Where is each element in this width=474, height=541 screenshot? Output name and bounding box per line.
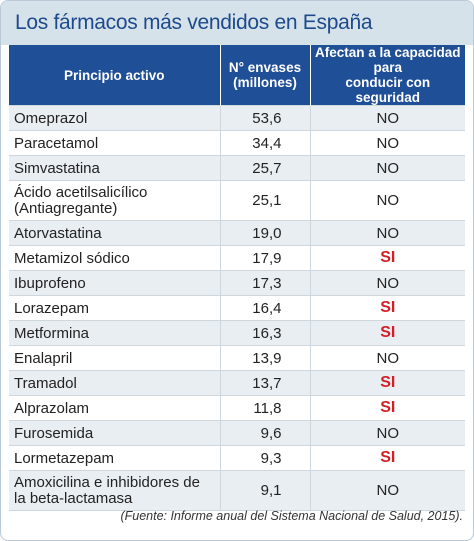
table-row: Ácido acetilsalicílico (Antiagregante) 25… bbox=[9, 180, 465, 221]
table-row: Simvastatina 25,7 NO bbox=[9, 155, 465, 181]
units-header-line2: (millones) bbox=[233, 75, 297, 90]
units-cell: 17,9 bbox=[219, 245, 310, 271]
column-header-drug: Principio activo bbox=[9, 45, 220, 106]
units-cell: 19,0 bbox=[219, 220, 310, 246]
driving-effect-cell: NO bbox=[309, 345, 465, 371]
page-title: Los fármacos más vendidos en España bbox=[1, 1, 473, 45]
units-cell: 34,4 bbox=[219, 130, 310, 156]
units-cell: 17,3 bbox=[219, 270, 310, 296]
units-cell: 9,1 bbox=[219, 470, 310, 511]
drug-name-cell: Tramadol bbox=[9, 370, 220, 396]
table-row: Atorvastatina 19,0 NO bbox=[9, 220, 465, 246]
drug-name-cell: Ácido acetilsalicílico (Antiagregante) bbox=[9, 180, 220, 221]
table-row: Alprazolam 11,8 SI bbox=[9, 395, 465, 421]
table-row: Ibuprofeno 17,3 NO bbox=[9, 270, 465, 296]
drug-name-cell: Furosemida bbox=[9, 420, 220, 446]
table-row: Metformina 16,3 SI bbox=[9, 320, 465, 346]
table-row: Lorazepam 16,4 SI bbox=[9, 295, 465, 321]
units-cell: 25,1 bbox=[219, 180, 310, 221]
driving-effect-cell: NO bbox=[309, 180, 465, 221]
table-row: Furosemida 9,6 NO bbox=[9, 420, 465, 446]
table-header: Principio activo N° envases (millones) A… bbox=[9, 45, 465, 106]
driving-effect-cell: SI bbox=[309, 320, 465, 346]
drug-name-cell: Metformina bbox=[9, 320, 220, 346]
drug-name-cell: Lormetazepam bbox=[9, 445, 220, 471]
driving-effect-cell: NO bbox=[309, 155, 465, 181]
units-cell: 25,7 bbox=[219, 155, 310, 181]
drug-table: Principio activo N° envases (millones) A… bbox=[9, 45, 465, 511]
driving-header-line1: Afectan a la capacidad para bbox=[314, 45, 461, 75]
source-note: (Fuente: Informe anual del Sistema Nacio… bbox=[120, 509, 463, 523]
driving-effect-cell: NO bbox=[309, 130, 465, 156]
table-row: Omeprazol 53,6 NO bbox=[9, 105, 465, 131]
units-cell: 13,9 bbox=[219, 345, 310, 371]
column-header-driving: Afectan a la capacidad para conducir con… bbox=[309, 45, 465, 106]
units-cell: 53,6 bbox=[219, 105, 310, 131]
table-row: Enalapril 13,9 NO bbox=[9, 345, 465, 371]
driving-effect-cell: SI bbox=[309, 370, 465, 396]
driving-header-line2: conducir con seguridad bbox=[345, 75, 431, 105]
driving-effect-cell: SI bbox=[309, 245, 465, 271]
driving-effect-cell: SI bbox=[309, 295, 465, 321]
drug-name-cell: Omeprazol bbox=[9, 105, 220, 131]
column-header-units: N° envases (millones) bbox=[219, 45, 310, 106]
driving-effect-cell: NO bbox=[309, 105, 465, 131]
table-body: Omeprazol 53,6 NO Paracetamol 34,4 NO Simvasta… bbox=[9, 105, 465, 511]
driving-effect-cell: NO bbox=[309, 420, 465, 446]
table-row: Amoxicilina e inhibidores de la beta-lac… bbox=[9, 470, 465, 511]
units-cell: 13,7 bbox=[219, 370, 310, 396]
driving-effect-cell: NO bbox=[309, 220, 465, 246]
units-cell: 16,3 bbox=[219, 320, 310, 346]
table-row: Metamizol sódico 17,9 SI bbox=[9, 245, 465, 271]
driving-effect-cell: SI bbox=[309, 395, 465, 421]
driving-effect-cell: NO bbox=[309, 270, 465, 296]
driving-effect-cell: NO bbox=[309, 470, 465, 511]
drug-name-cell: Lorazepam bbox=[9, 295, 220, 321]
units-cell: 9,6 bbox=[219, 420, 310, 446]
drug-name-cell: Paracetamol bbox=[9, 130, 220, 156]
units-cell: 11,8 bbox=[219, 395, 310, 421]
driving-effect-cell: SI bbox=[309, 445, 465, 471]
table-row: Paracetamol 34,4 NO bbox=[9, 130, 465, 156]
drug-name-cell: Metamizol sódico bbox=[9, 245, 220, 271]
drug-name-cell: Atorvastatina bbox=[9, 220, 220, 246]
drug-name-cell: Alprazolam bbox=[9, 395, 220, 421]
table-row: Tramadol 13,7 SI bbox=[9, 370, 465, 396]
drug-name-cell: Simvastatina bbox=[9, 155, 220, 181]
drug-name-cell: Enalapril bbox=[9, 345, 220, 371]
units-header-line1: N° envases bbox=[228, 60, 302, 75]
units-cell: 9,3 bbox=[219, 445, 310, 471]
table-row: Lormetazepam 9,3 SI bbox=[9, 445, 465, 471]
drug-name-cell: Amoxicilina e inhibidores de la beta-lac… bbox=[9, 470, 220, 511]
units-cell: 16,4 bbox=[219, 295, 310, 321]
drug-name-cell: Ibuprofeno bbox=[9, 270, 220, 296]
